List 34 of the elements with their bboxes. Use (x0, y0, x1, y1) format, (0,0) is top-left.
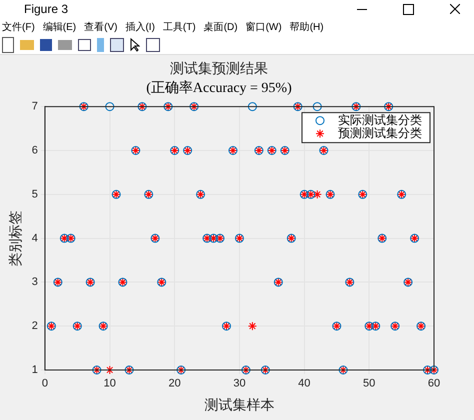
y-tick-label: 4 (32, 232, 38, 244)
x-axis-title: 测试集样本 (204, 397, 274, 414)
point (312, 102, 322, 112)
text: 窗口(W) (246, 20, 282, 34)
x-tick-label: 50 (363, 378, 376, 390)
y-tick-label: 6 (32, 144, 38, 157)
x-tick-label: 10 (104, 378, 116, 390)
text: 文件(F) (2, 20, 35, 34)
y-axis-title: 类别标签 (8, 210, 24, 266)
x-tick-label: 20 (168, 378, 181, 390)
y-tick-label: 5 (32, 188, 38, 200)
point (312, 190, 322, 199)
point (105, 102, 114, 112)
y-tick-label: 7 (32, 100, 38, 113)
point (248, 102, 257, 112)
x-tick-label: 60 (428, 378, 440, 390)
chart-subtitle: (正确率Accuracy = 95%) (146, 80, 292, 96)
y-tick-label: 3 (32, 276, 38, 288)
legend-label: 预测测试集分类 (338, 126, 422, 140)
text: 帮助(H) (290, 20, 324, 34)
text: 工具(T) (162, 21, 196, 34)
text: 插入(I) (125, 20, 155, 34)
text: 编辑(E) (42, 20, 76, 34)
text: 查看(V) (84, 20, 118, 34)
legend-label: 实际测试集分类 (338, 112, 422, 127)
x-tick-label: 30 (233, 378, 246, 390)
y-tick-label: 2 (32, 320, 38, 332)
text: 桌面(D) (204, 20, 238, 34)
point (248, 322, 257, 331)
chart-title: 测试集预测结果 (170, 61, 268, 78)
y-tick-label: 1 (32, 364, 38, 376)
caption: Figure 3 (24, 2, 70, 16)
x-tick-label: 0 (42, 378, 48, 390)
x-tick-label: 40 (298, 378, 310, 390)
